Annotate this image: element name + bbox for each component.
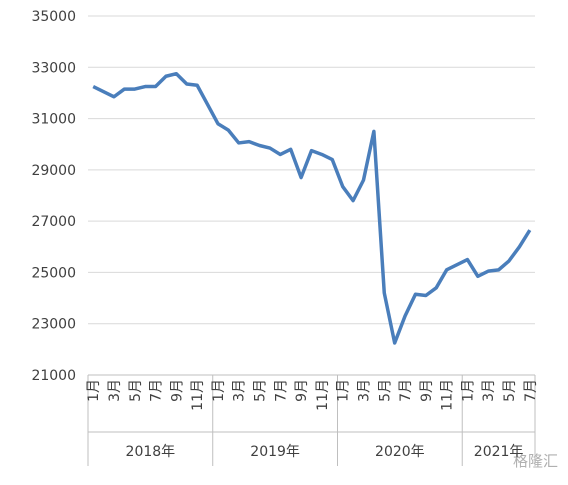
y-tick-label: 25000 <box>31 265 76 281</box>
data-line <box>92 71 532 345</box>
y-tick-label: 27000 <box>31 214 76 230</box>
x-tick-label: 11月 <box>440 379 456 411</box>
x-tick-label: 9月 <box>294 379 310 402</box>
x-tick-label: 5月 <box>377 379 393 402</box>
x-tick-label: 1月 <box>336 379 352 402</box>
y-tick-label: 35000 <box>31 9 76 25</box>
x-tick-label: 7月 <box>398 379 414 402</box>
year-label: 2020年 <box>375 444 425 460</box>
x-tick-label: 3月 <box>232 379 248 402</box>
x-tick-label: 9月 <box>419 379 435 402</box>
x-tick-label: 1月 <box>460 379 476 402</box>
x-tick-label: 1月 <box>211 379 227 402</box>
year-label: 2019年 <box>250 444 300 460</box>
x-tick-label: 3月 <box>481 379 497 402</box>
y-tick-label: 31000 <box>31 112 76 128</box>
y-tick-label: 23000 <box>31 317 76 333</box>
x-tick-label: 7月 <box>523 379 539 402</box>
year-label: 2018年 <box>126 444 176 460</box>
x-tick-label: 5月 <box>253 379 269 402</box>
y-tick-label: 33000 <box>31 60 76 76</box>
y-tick-label: 29000 <box>31 163 76 179</box>
x-tick-label: 5月 <box>128 379 144 402</box>
year-label: 2021年 <box>474 444 524 460</box>
x-tick-label: 9月 <box>169 379 185 402</box>
y-tick-label: 21000 <box>31 368 76 384</box>
x-tick-label: 1月 <box>86 379 102 402</box>
x-tick-label: 11月 <box>315 379 331 411</box>
x-tick-label: 5月 <box>502 379 518 402</box>
x-tick-label: 7月 <box>273 379 289 402</box>
x-tick-label: 3月 <box>356 379 372 402</box>
x-tick-label: 3月 <box>107 379 123 402</box>
x-tick-label: 7月 <box>149 379 165 402</box>
x-tick-label: 11月 <box>190 379 206 411</box>
